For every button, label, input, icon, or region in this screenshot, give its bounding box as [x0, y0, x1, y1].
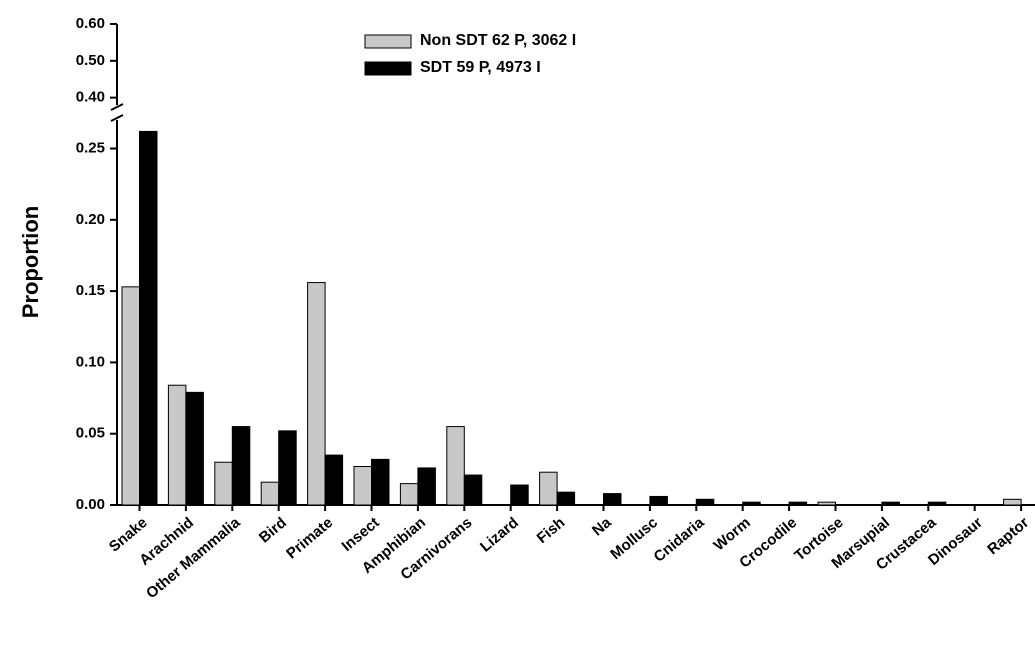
bar — [510, 484, 529, 506]
bar — [446, 426, 465, 506]
bar — [1003, 498, 1022, 506]
y-tick-label: 0.60 — [76, 15, 105, 32]
bar — [649, 495, 668, 506]
bar — [278, 430, 297, 506]
bar — [603, 493, 622, 506]
y-tick-label: 0.15 — [76, 282, 105, 299]
bar — [185, 391, 204, 506]
y-tick-label: 0.20 — [76, 211, 105, 228]
bar — [742, 501, 761, 506]
bar — [399, 483, 419, 506]
x-tick-label: Na — [589, 514, 615, 540]
y-tick-label: 0.25 — [76, 139, 105, 156]
bar — [927, 501, 947, 506]
x-tick-label: Raptor — [984, 514, 1032, 558]
y-tick-label: 0.50 — [76, 52, 105, 69]
legend-label: SDT 59 P, 4973 I — [420, 59, 541, 76]
bar — [307, 282, 326, 506]
legend-swatch — [364, 34, 412, 49]
axis-break — [110, 103, 124, 111]
bar — [788, 501, 808, 506]
bar — [353, 466, 372, 506]
bar — [231, 426, 251, 506]
bar — [695, 498, 715, 506]
y-tick-label: 0.00 — [76, 496, 105, 513]
y-axis-title: Proportion — [18, 206, 43, 318]
x-tick-label: Primate — [283, 514, 336, 562]
legend-swatch — [364, 61, 412, 76]
bar — [167, 384, 187, 506]
x-tick-label: Bird — [256, 514, 290, 546]
bar — [817, 501, 836, 506]
bar — [214, 461, 233, 506]
bar — [371, 458, 390, 506]
bar — [417, 467, 436, 506]
y-tick-label: 0.40 — [76, 89, 105, 106]
y-tick-label: 0.05 — [76, 425, 105, 442]
bar — [260, 481, 280, 506]
bar — [881, 501, 900, 506]
axis-break — [110, 114, 124, 122]
x-tick-label: Cnidaria — [651, 514, 708, 566]
x-tick-label: Lizard — [477, 514, 522, 555]
bar — [539, 471, 558, 506]
x-tick-label: Fish — [534, 514, 569, 547]
bar — [556, 491, 576, 506]
legend-label: Non SDT 62 P, 3062 I — [420, 32, 576, 49]
bar — [139, 130, 158, 506]
bar — [463, 474, 483, 506]
bar — [324, 454, 344, 506]
y-tick-label: 0.10 — [76, 353, 105, 370]
bar — [121, 286, 140, 506]
